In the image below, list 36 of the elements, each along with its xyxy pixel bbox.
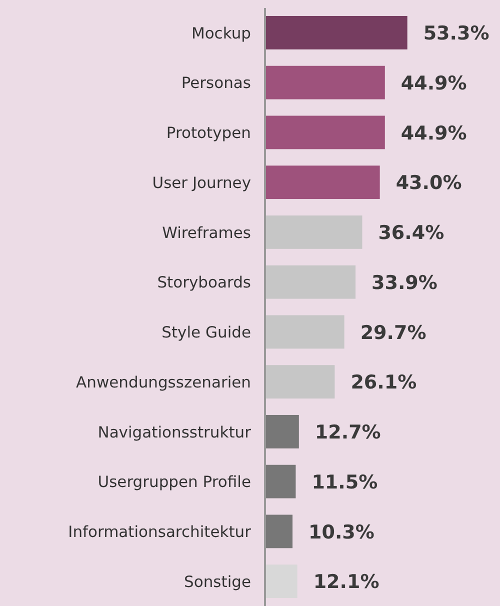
data-label: 43.0% bbox=[396, 172, 462, 194]
bar bbox=[265, 265, 356, 299]
data-label: 44.9% bbox=[400, 122, 467, 144]
data-label: 36.4% bbox=[378, 222, 444, 244]
bar bbox=[265, 564, 298, 598]
y-tick-label: Storyboards bbox=[157, 274, 251, 292]
bar bbox=[265, 215, 362, 249]
y-tick-label: Informationsarchitektur bbox=[68, 523, 252, 542]
bar bbox=[265, 464, 296, 498]
bar bbox=[265, 66, 385, 100]
y-tick-label: User Journey bbox=[152, 174, 251, 192]
data-label: 10.3% bbox=[308, 521, 374, 544]
bar bbox=[265, 514, 293, 548]
y-tick-label: Navigationsstruktur bbox=[98, 423, 252, 442]
bar bbox=[265, 16, 408, 50]
y-tick-label: Mockup bbox=[191, 24, 251, 42]
bar bbox=[265, 414, 299, 448]
y-tick-label: Style Guide bbox=[162, 324, 251, 342]
bar bbox=[265, 315, 344, 349]
data-label: 11.5% bbox=[312, 471, 378, 494]
data-label: 12.1% bbox=[313, 571, 380, 594]
data-label: 44.9% bbox=[400, 72, 467, 94]
data-label: 33.9% bbox=[372, 272, 438, 294]
bar bbox=[265, 116, 385, 150]
y-tick-label: Personas bbox=[181, 74, 251, 92]
data-label: 12.7% bbox=[314, 422, 381, 444]
data-label: 29.7% bbox=[360, 322, 426, 344]
data-label: 26.1% bbox=[350, 372, 417, 394]
bar bbox=[265, 166, 380, 200]
y-tick-label: Sonstige bbox=[184, 572, 251, 591]
data-label: 53.3% bbox=[423, 22, 490, 45]
y-tick-label: Wireframes bbox=[162, 224, 251, 242]
bar bbox=[265, 365, 335, 399]
y-tick-label: Usergruppen Profile bbox=[98, 473, 251, 492]
y-tick-label: Prototypen bbox=[166, 124, 251, 142]
y-tick-label: Anwendungsszenarien bbox=[76, 373, 251, 392]
